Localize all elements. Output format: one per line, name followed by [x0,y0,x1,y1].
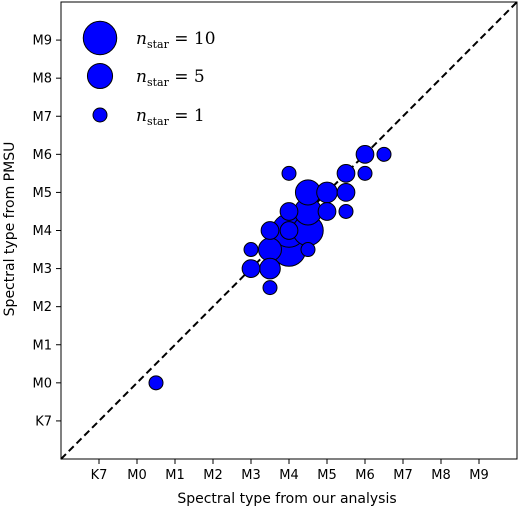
y-tick-label: M4 [33,224,53,239]
plot-area [60,1,518,460]
data-point [279,202,299,221]
data-point [260,221,280,240]
data-point [357,165,373,181]
data-point [148,375,164,391]
data-point [241,259,261,278]
x-tick-label: M0 [127,468,147,483]
data-point [316,181,338,204]
legend-marker [86,62,114,90]
y-tick-label: K7 [35,414,52,429]
y-tick-label: M3 [33,262,53,277]
y-axis-label: Spectral type from PMSU [2,142,18,317]
legend-marker [92,107,108,123]
y-tick-label: M0 [33,376,53,391]
x-tick-label: M1 [165,468,185,483]
data-point [243,242,259,258]
data-point [376,146,392,162]
y-tick-label: M2 [33,300,53,315]
data-point [336,164,356,183]
x-tick-label: M7 [393,468,413,483]
legend: nstar = 10 nstar = 5 nstar = 1 [82,20,216,128]
y-tick-label: M6 [33,148,53,163]
data-point [279,221,299,240]
y-tick-label: M8 [33,72,53,87]
axes: K7 M0 M1 M2 M3 M4 M5 M6 M7 M8 M9 K7 M0 M1 M2 M3 M4 M5 M6 M7… [33,1,518,483]
x-tick-label: K7 [91,468,108,483]
data-point [355,144,375,164]
x-tick-label: M2 [203,468,223,483]
data-point [262,280,278,296]
x-tick-label: M5 [317,468,337,483]
data-point [258,237,282,262]
y-tick-label: M9 [33,34,53,49]
x-tick-label: M8 [431,468,451,483]
data-point [300,242,316,258]
legend-label: nstar = 1 [136,106,205,128]
legend-label: nstar = 5 [136,67,205,89]
data-point [281,165,297,181]
data-point [317,202,337,221]
legend-label: nstar = 10 [136,29,216,51]
x-tick-label: M9 [469,468,489,483]
data-point [259,257,281,280]
data-point [336,183,356,202]
y-tick-label: M1 [33,338,53,353]
data-point [338,203,354,219]
x-tick-label: M3 [241,468,261,483]
x-tick-label: M6 [355,468,375,483]
x-tick-label: M4 [279,468,299,483]
y-tick-label: M7 [33,110,53,125]
legend-marker [82,20,118,56]
y-tick-label: M5 [33,186,53,201]
x-axis-label: Spectral type from our analysis [177,491,396,507]
